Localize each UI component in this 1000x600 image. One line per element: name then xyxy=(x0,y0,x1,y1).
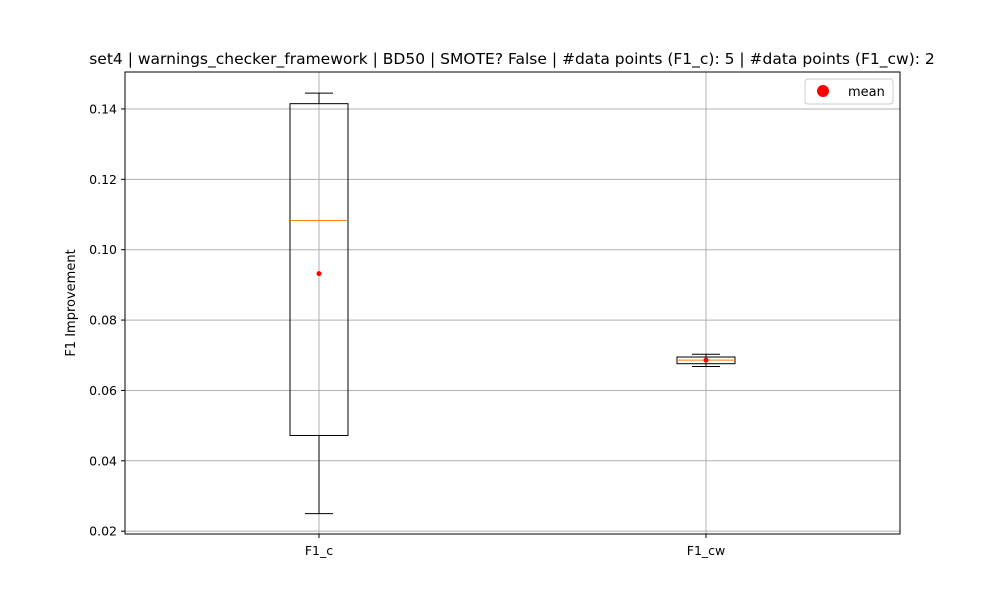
legend-mean-marker xyxy=(817,85,829,97)
y-tick-label: 0.14 xyxy=(89,101,117,116)
y-tick-label: 0.06 xyxy=(89,383,117,398)
boxes xyxy=(289,92,736,515)
y-axis-label: F1 Improvement xyxy=(64,249,79,356)
legend-mean-label: mean xyxy=(848,85,885,100)
legend-frame xyxy=(804,78,894,105)
y-tick-label: 0.02 xyxy=(89,524,117,539)
mean-marker xyxy=(703,357,709,363)
y-tick-label: 0.10 xyxy=(89,242,117,257)
mean-marker xyxy=(316,271,322,277)
x-tick-label: F1_cw xyxy=(687,543,726,558)
grid-lines xyxy=(125,72,900,534)
y-tick-label: 0.12 xyxy=(89,172,117,187)
plot-area-frame xyxy=(124,71,901,535)
chart-title: set4 | warnings_checker_framework | BD50… xyxy=(89,50,935,69)
y-tick-label: 0.08 xyxy=(89,313,117,328)
x-tick-label: F1_c xyxy=(305,543,333,558)
iqr-box xyxy=(289,103,349,436)
legend: mean xyxy=(804,78,894,105)
axes: 0.02 0.04 0.06 0.08 0.10 0.12 0.14 F1_c F1_cw xyxy=(89,101,725,558)
y-tick-label: 0.04 xyxy=(89,453,117,468)
